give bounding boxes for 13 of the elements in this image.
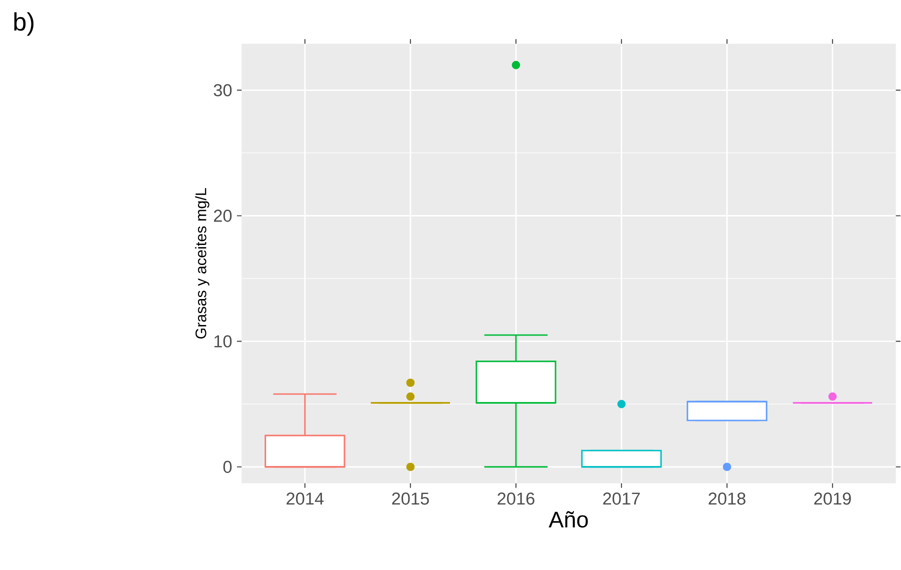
y-tick-label: 0 bbox=[223, 460, 232, 474]
text: b) bbox=[14, 12, 34, 36]
y-tick-label: 10 bbox=[214, 335, 232, 348]
x-tick-label: 2018 bbox=[708, 492, 746, 505]
x-tick-label: 2019 bbox=[814, 492, 851, 505]
x-tick-label: 2017 bbox=[603, 492, 640, 505]
x-tick-label: 2015 bbox=[392, 492, 429, 505]
y-tick-label: 20 bbox=[214, 210, 232, 222]
x-tick-label: 2016 bbox=[498, 492, 534, 505]
y-tick-label: 30 bbox=[214, 84, 232, 96]
x-tick-label: 2014 bbox=[286, 492, 324, 505]
y-axis-title: Grasas y aceites mg/L bbox=[195, 188, 210, 339]
x-axis-title: Año bbox=[548, 511, 588, 528]
